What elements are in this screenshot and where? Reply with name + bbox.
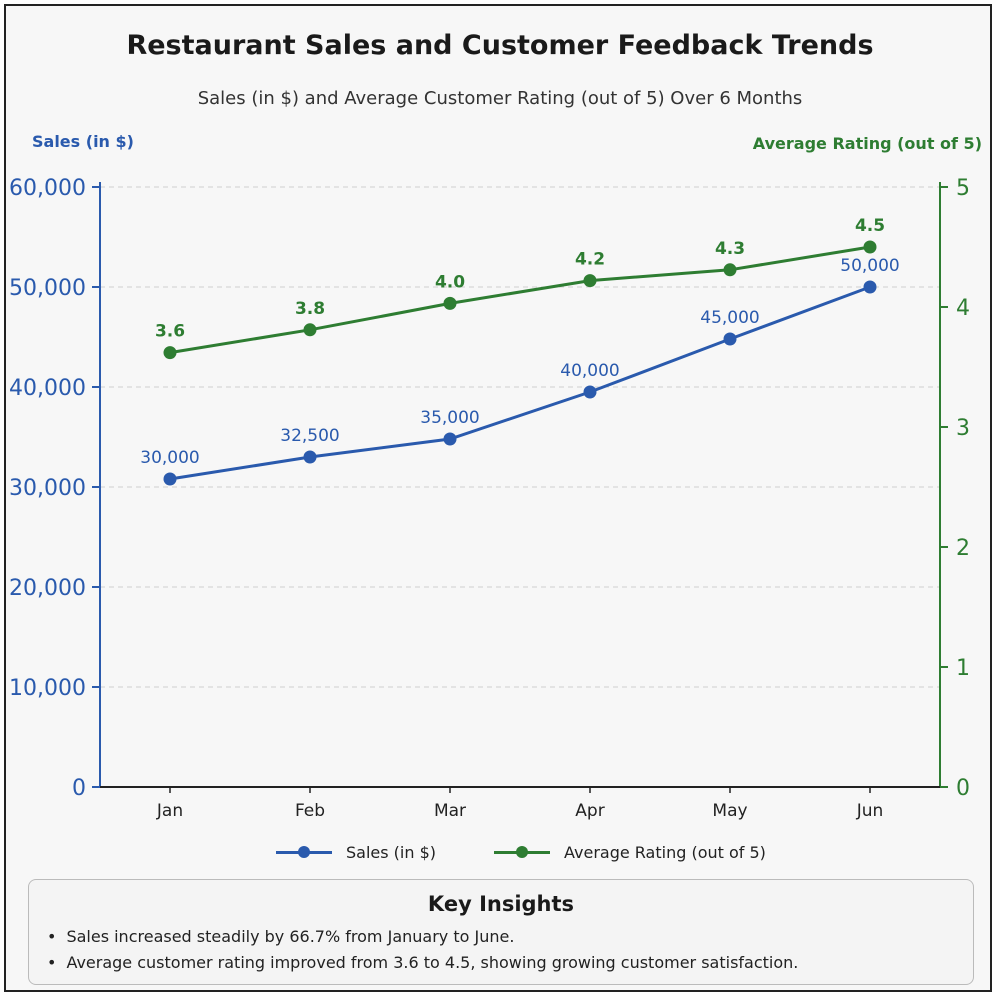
right-axis-label: Average Rating (out of 5)	[752, 134, 982, 153]
data-label-rating: 4.5	[855, 216, 885, 236]
data-point-sales	[163, 472, 177, 486]
data-point-rating	[583, 274, 597, 288]
left-tick-label: 10,000	[9, 676, 86, 701]
data-label-sales: 30,000	[140, 448, 199, 468]
legend-label-sales: Sales (in $)	[346, 842, 437, 862]
x-tick-label: Mar	[434, 801, 466, 821]
data-point-sales	[583, 385, 597, 399]
chart-frame	[4, 4, 992, 992]
left-axis-label: Sales (in $)	[32, 132, 134, 151]
data-label-sales: 32,500	[280, 426, 339, 446]
data-point-rating	[443, 296, 457, 310]
right-tick-label: 3	[956, 416, 970, 441]
legend-swatch-rating	[494, 838, 550, 866]
left-tick-label: 50,000	[9, 276, 86, 301]
x-tick-label: Apr	[575, 801, 604, 821]
key-insights-box: Key Insights Sales increased steadily by…	[28, 879, 974, 985]
data-point-rating	[163, 346, 177, 360]
x-tick-label: May	[712, 801, 747, 821]
series-line-rating	[169, 245, 871, 355]
x-tick-label: Jan	[156, 801, 183, 821]
left-tick-label: 60,000	[9, 176, 86, 201]
key-insights-title: Key Insights	[427, 892, 575, 916]
series-line-sales	[169, 285, 871, 481]
left-tick-label: 20,000	[9, 576, 86, 601]
legend-item-rating: Average Rating (out of 5)	[494, 838, 766, 866]
legend: Sales (in $) Average Rating (out of 5)	[0, 838, 1000, 866]
legend-label-rating: Average Rating (out of 5)	[564, 842, 766, 862]
right-tick-label: 4	[956, 296, 970, 321]
insight-item: Average customer rating improved from 3.…	[47, 950, 798, 976]
data-label-rating: 4.2	[575, 250, 605, 270]
chart-title: Restaurant Sales and Customer Feedback T…	[126, 30, 874, 61]
data-point-sales	[303, 450, 317, 464]
data-label-rating: 4.0	[435, 272, 465, 292]
right-tick-label: 1	[956, 656, 970, 681]
data-point-rating	[303, 323, 317, 337]
data-label-sales: 45,000	[700, 308, 759, 328]
data-label-rating: 3.8	[295, 299, 325, 319]
legend-swatch-sales	[276, 838, 332, 866]
left-tick-label: 30,000	[9, 476, 86, 501]
legend-item-sales: Sales (in $)	[276, 838, 436, 866]
left-tick-label: 0	[72, 776, 86, 801]
data-point-sales	[443, 432, 457, 446]
x-tick-label: Jun	[856, 801, 884, 821]
x-tick-label: Feb	[295, 801, 325, 821]
data-point-sales	[863, 280, 877, 294]
right-tick-label: 2	[956, 536, 970, 561]
right-tick-label: 0	[956, 776, 970, 801]
data-label-sales: 35,000	[420, 408, 479, 428]
data-point-sales	[723, 332, 737, 346]
data-label-rating: 4.3	[715, 239, 745, 259]
insight-item: Sales increased steadily by 66.7% from J…	[47, 924, 798, 950]
data-point-rating	[723, 263, 737, 277]
data-label-sales: 50,000	[840, 256, 899, 276]
left-tick-label: 40,000	[9, 376, 86, 401]
right-tick-label: 5	[956, 176, 970, 201]
chart-subtitle: Sales (in $) and Average Customer Rating…	[197, 88, 803, 109]
data-point-rating	[863, 240, 877, 254]
data-label-sales: 40,000	[560, 361, 619, 381]
data-label-rating: 3.6	[155, 322, 185, 342]
key-insights-list: Sales increased steadily by 66.7% from J…	[47, 924, 798, 976]
